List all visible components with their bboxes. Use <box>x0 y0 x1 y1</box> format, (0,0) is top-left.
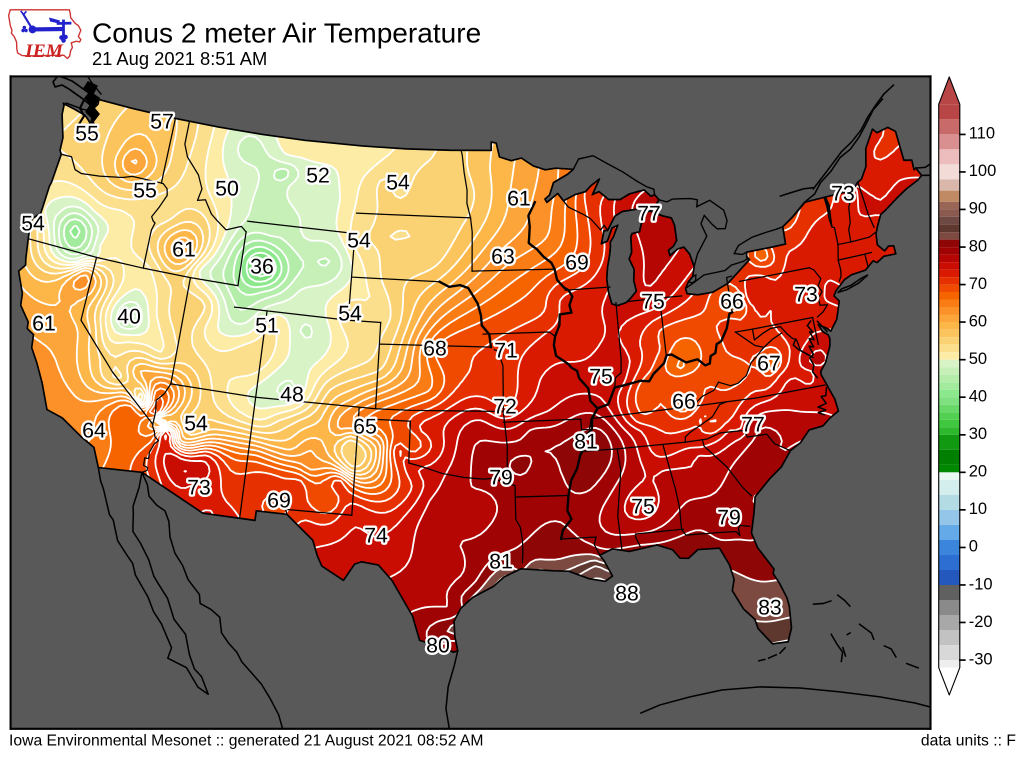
svg-text:Iowa Environmental Mesonet ::: Iowa Environmental Mesonet :: generated … <box>9 733 483 750</box>
svg-text:30: 30 <box>969 424 987 443</box>
svg-text:-30: -30 <box>969 649 993 668</box>
svg-text:110: 110 <box>969 124 995 143</box>
svg-text:50: 50 <box>969 349 987 368</box>
svg-text:IEM: IEM <box>24 41 64 62</box>
svg-text:80: 80 <box>969 236 987 255</box>
svg-text:90: 90 <box>969 199 987 218</box>
svg-text:data units :: F: data units :: F <box>921 733 1016 750</box>
svg-text:40: 40 <box>969 386 987 405</box>
svg-text:0: 0 <box>969 537 978 556</box>
svg-text:100: 100 <box>969 161 997 180</box>
svg-text:21 Aug 2021 8:51 AM: 21 Aug 2021 8:51 AM <box>92 48 267 69</box>
svg-text:-10: -10 <box>969 574 993 593</box>
svg-text:Conus 2 meter Air Temperature: Conus 2 meter Air Temperature <box>92 17 481 48</box>
svg-text:70: 70 <box>969 274 987 293</box>
svg-text:-20: -20 <box>969 612 993 631</box>
svg-text:20: 20 <box>969 462 987 481</box>
svg-text:10: 10 <box>969 499 987 518</box>
svg-text:60: 60 <box>969 311 987 330</box>
